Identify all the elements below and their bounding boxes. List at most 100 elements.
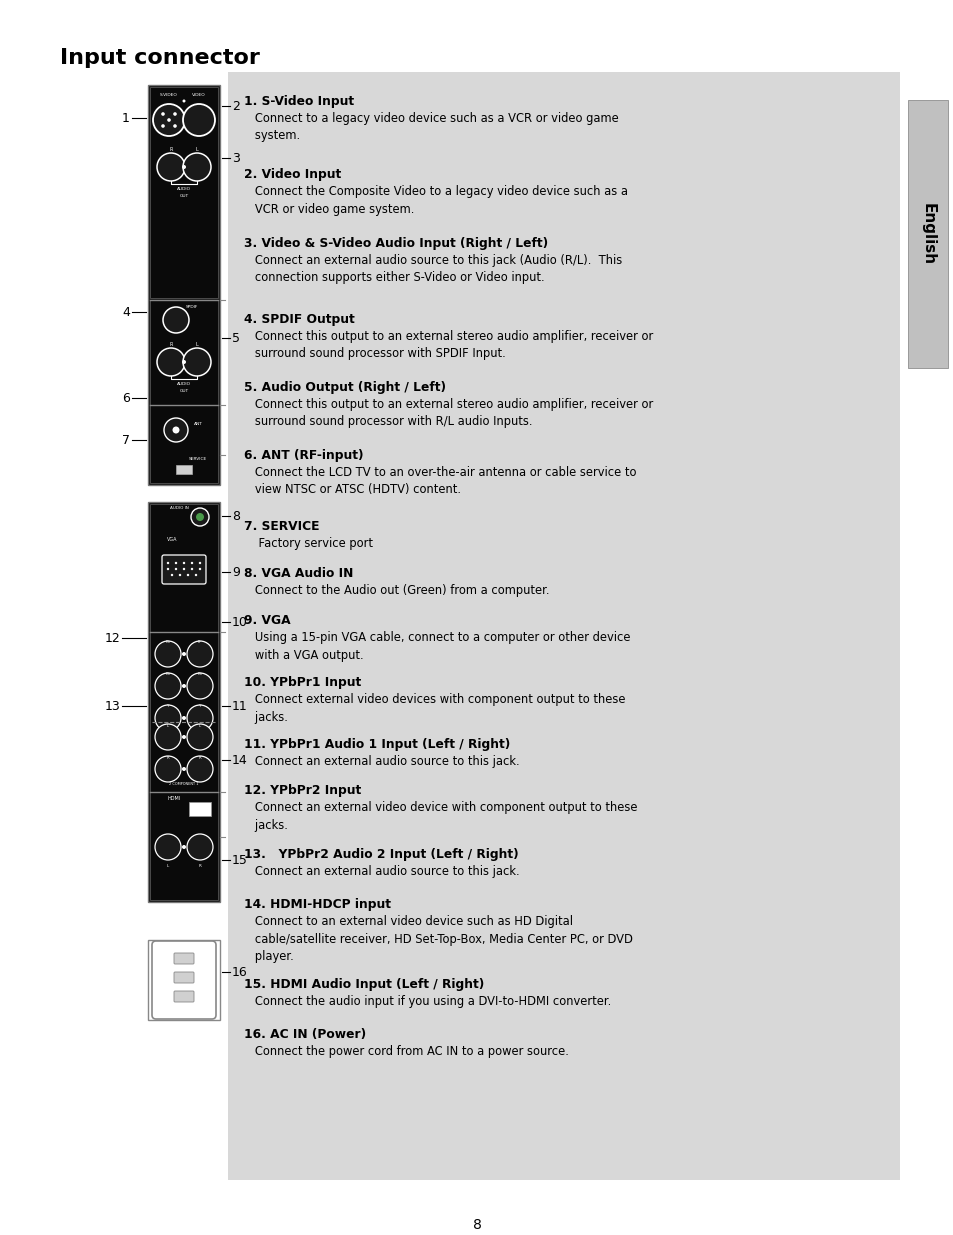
Bar bbox=[148, 501, 220, 902]
Text: Connect this output to an external stereo audio amplifier, receiver or
   surrou: Connect this output to an external stere… bbox=[244, 330, 653, 361]
Bar bbox=[150, 405, 218, 483]
Text: 12. YPbPr2 Input: 12. YPbPr2 Input bbox=[244, 784, 361, 797]
Text: 14: 14 bbox=[232, 753, 248, 767]
Circle shape bbox=[194, 574, 197, 577]
Circle shape bbox=[154, 756, 181, 782]
Text: English: English bbox=[920, 203, 935, 266]
Circle shape bbox=[164, 417, 188, 442]
Text: Connect the Composite Video to a legacy video device such as a
   VCR or video g: Connect the Composite Video to a legacy … bbox=[244, 185, 627, 215]
Circle shape bbox=[182, 652, 186, 656]
Text: Pb: Pb bbox=[166, 640, 171, 643]
Text: 7. SERVICE: 7. SERVICE bbox=[244, 520, 319, 534]
Circle shape bbox=[198, 562, 201, 564]
Bar bbox=[150, 632, 218, 792]
Text: 4: 4 bbox=[122, 305, 130, 319]
Text: 15. HDMI Audio Input (Left / Right): 15. HDMI Audio Input (Left / Right) bbox=[244, 978, 484, 990]
Circle shape bbox=[182, 100, 185, 103]
Text: AUDIO: AUDIO bbox=[177, 186, 191, 191]
Bar bbox=[150, 504, 218, 632]
Circle shape bbox=[172, 426, 179, 433]
Bar bbox=[907, 100, 947, 368]
Circle shape bbox=[154, 834, 181, 860]
Circle shape bbox=[182, 735, 186, 739]
Text: Y: Y bbox=[198, 704, 201, 708]
Circle shape bbox=[183, 562, 185, 564]
FancyBboxPatch shape bbox=[152, 941, 215, 1019]
Text: Input connector: Input connector bbox=[60, 48, 259, 68]
Bar bbox=[228, 72, 899, 1179]
Text: 5. Audio Output (Right / Left): 5. Audio Output (Right / Left) bbox=[244, 382, 446, 394]
Text: SPDIF: SPDIF bbox=[186, 305, 198, 309]
Text: SERVICE: SERVICE bbox=[189, 457, 207, 461]
Text: 11. YPbPr1 Audio 1 Input (Left / Right): 11. YPbPr1 Audio 1 Input (Left / Right) bbox=[244, 739, 510, 751]
Bar bbox=[148, 85, 220, 485]
Circle shape bbox=[182, 716, 186, 720]
Circle shape bbox=[157, 348, 185, 375]
Text: Connect this output to an external stereo audio amplifier, receiver or
   surrou: Connect this output to an external stere… bbox=[244, 398, 653, 429]
Text: 14. HDMI-HDCP input: 14. HDMI-HDCP input bbox=[244, 898, 391, 911]
Text: Connect to a legacy video device such as a VCR or video game
   system.: Connect to a legacy video device such as… bbox=[244, 112, 618, 142]
Circle shape bbox=[187, 673, 213, 699]
Circle shape bbox=[174, 568, 177, 571]
Text: 7: 7 bbox=[122, 433, 130, 447]
Circle shape bbox=[174, 562, 177, 564]
Text: Connect to an external video device such as HD Digital
   cable/satellite receiv: Connect to an external video device such… bbox=[244, 915, 632, 963]
Text: Pb: Pb bbox=[166, 672, 171, 676]
Text: Pb: Pb bbox=[197, 672, 202, 676]
Circle shape bbox=[187, 705, 213, 731]
Text: 2 COMPONENT 1: 2 COMPONENT 1 bbox=[169, 782, 198, 785]
Bar bbox=[148, 940, 220, 1020]
Text: Connect external video devices with component output to these
   jacks.: Connect external video devices with comp… bbox=[244, 693, 625, 724]
Text: OUT: OUT bbox=[179, 389, 189, 393]
Circle shape bbox=[167, 119, 171, 122]
Text: L: L bbox=[195, 342, 198, 347]
Text: L: L bbox=[167, 724, 169, 727]
Circle shape bbox=[182, 845, 186, 848]
Text: 13.   YPbPr2 Audio 2 Input (Left / Right): 13. YPbPr2 Audio 2 Input (Left / Right) bbox=[244, 848, 518, 861]
Text: Pr: Pr bbox=[198, 640, 202, 643]
Circle shape bbox=[154, 724, 181, 750]
Text: Factory service port: Factory service port bbox=[244, 537, 373, 550]
Text: Using a 15-pin VGA cable, connect to a computer or other device
   with a VGA ou: Using a 15-pin VGA cable, connect to a c… bbox=[244, 631, 630, 662]
Text: OUT: OUT bbox=[179, 194, 189, 198]
Text: L: L bbox=[167, 864, 169, 868]
Text: AUDIO IN: AUDIO IN bbox=[170, 506, 188, 510]
Text: Connect an external audio source to this jack.: Connect an external audio source to this… bbox=[244, 755, 519, 768]
Text: 5: 5 bbox=[232, 331, 240, 345]
Circle shape bbox=[182, 767, 186, 771]
Text: VGA: VGA bbox=[167, 537, 177, 542]
Circle shape bbox=[182, 684, 186, 688]
Circle shape bbox=[167, 568, 169, 571]
Circle shape bbox=[187, 756, 213, 782]
Text: 3: 3 bbox=[232, 152, 239, 164]
Text: L: L bbox=[199, 724, 201, 727]
Text: R: R bbox=[198, 864, 201, 868]
Text: R: R bbox=[169, 342, 172, 347]
Text: Connect the LCD TV to an over-the-air antenna or cable service to
   view NTSC o: Connect the LCD TV to an over-the-air an… bbox=[244, 466, 636, 496]
Bar bbox=[150, 792, 218, 900]
Text: Y: Y bbox=[167, 704, 169, 708]
Circle shape bbox=[163, 308, 189, 333]
Text: 10: 10 bbox=[232, 615, 248, 629]
Circle shape bbox=[183, 104, 214, 136]
Text: Connect an external audio source to this jack.: Connect an external audio source to this… bbox=[244, 864, 519, 878]
Circle shape bbox=[187, 574, 189, 577]
Circle shape bbox=[187, 834, 213, 860]
Circle shape bbox=[198, 568, 201, 571]
Text: 16. AC IN (Power): 16. AC IN (Power) bbox=[244, 1028, 366, 1041]
Circle shape bbox=[191, 562, 193, 564]
Bar bbox=[189, 802, 211, 816]
Text: 8. VGA Audio IN: 8. VGA Audio IN bbox=[244, 567, 353, 580]
Circle shape bbox=[154, 705, 181, 731]
Circle shape bbox=[182, 359, 186, 364]
Text: 11: 11 bbox=[232, 699, 248, 713]
Text: AUDIO: AUDIO bbox=[177, 382, 191, 387]
Circle shape bbox=[161, 125, 165, 127]
Text: Connect the audio input if you using a DVI-to-HDMI converter.: Connect the audio input if you using a D… bbox=[244, 995, 611, 1008]
Text: 1. S-Video Input: 1. S-Video Input bbox=[244, 95, 354, 107]
Circle shape bbox=[178, 574, 181, 577]
Text: R: R bbox=[167, 756, 169, 760]
Circle shape bbox=[183, 348, 211, 375]
Text: 15: 15 bbox=[232, 853, 248, 867]
Circle shape bbox=[167, 562, 169, 564]
